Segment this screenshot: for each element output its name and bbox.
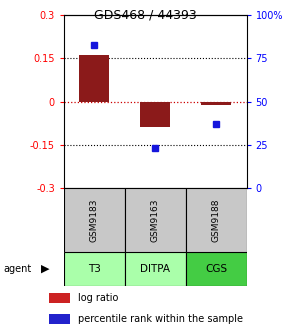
Bar — [125, 252, 186, 286]
Bar — [49, 314, 70, 324]
Bar — [125, 188, 186, 252]
Bar — [186, 252, 246, 286]
Text: CGS: CGS — [205, 264, 227, 274]
Bar — [64, 252, 125, 286]
Text: DITPA: DITPA — [140, 264, 170, 274]
Bar — [49, 293, 70, 303]
Text: percentile rank within the sample: percentile rank within the sample — [78, 314, 243, 324]
Bar — [186, 188, 246, 252]
Text: GSM9183: GSM9183 — [90, 198, 99, 242]
Text: T3: T3 — [88, 264, 101, 274]
Text: GSM9188: GSM9188 — [211, 198, 221, 242]
Text: GDS468 / 44393: GDS468 / 44393 — [94, 8, 196, 22]
Bar — [201, 102, 231, 105]
Bar — [79, 55, 110, 102]
Text: ▶: ▶ — [41, 264, 49, 274]
Bar — [64, 188, 125, 252]
Text: log ratio: log ratio — [78, 293, 119, 303]
Text: GSM9163: GSM9163 — [151, 198, 160, 242]
Bar — [140, 102, 171, 127]
Text: agent: agent — [3, 264, 31, 274]
